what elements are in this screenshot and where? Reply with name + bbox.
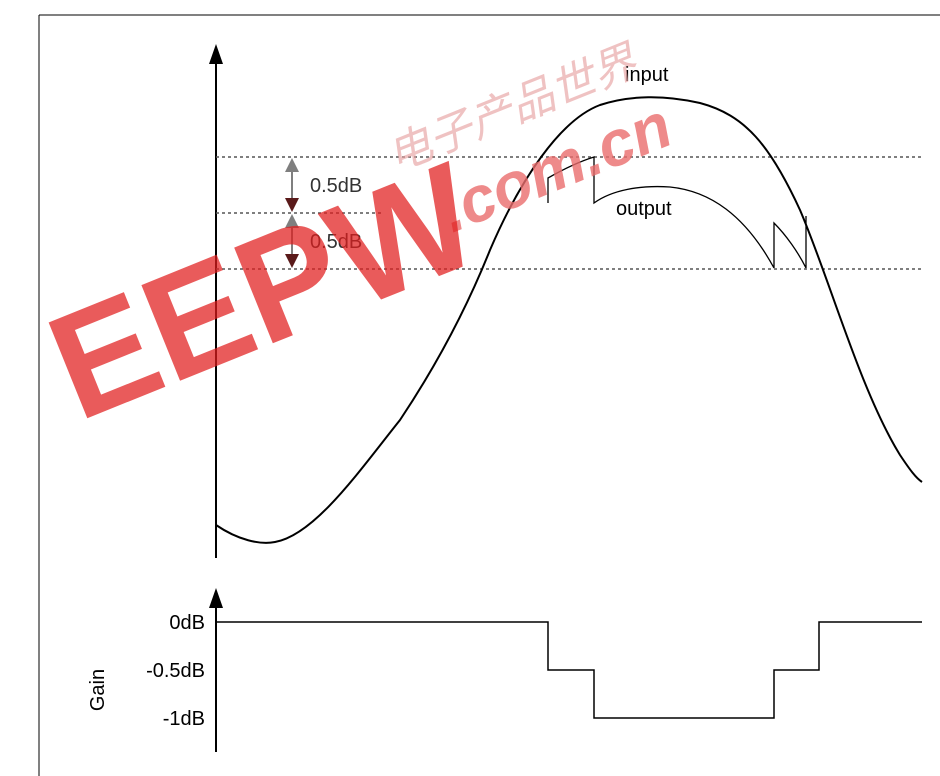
eepw-watermark-logo: 电子产品世界 .com.cn EEPW	[27, 35, 681, 452]
input-label: input	[625, 64, 669, 86]
output-waveform	[547, 156, 807, 269]
step-label-upper: 0.5dB	[310, 175, 362, 197]
lower-y-axis-arrow-icon	[209, 588, 223, 608]
upper-y-axis-arrow-icon	[209, 44, 223, 64]
watermark-brand-text: EEPW	[27, 130, 500, 451]
gain-tick-minus-half-db: -0.5dB	[146, 660, 205, 682]
gain-tick-minus-one-db: -1dB	[163, 708, 205, 730]
arrow-down-icon	[285, 254, 299, 268]
arrow-down-icon	[285, 198, 299, 212]
step-label-lower: 0.5dB	[310, 231, 362, 253]
arrow-up-icon	[285, 214, 299, 228]
arrow-up-icon	[285, 158, 299, 172]
gain-tick-0db: 0dB	[169, 612, 205, 634]
input-waveform	[215, 96, 923, 544]
step-arrow-lower	[285, 214, 299, 268]
output-label: output	[616, 198, 672, 220]
step-arrow-upper	[285, 158, 299, 212]
gain-step-trace	[216, 621, 922, 719]
gain-axis-label: Gain	[87, 669, 109, 711]
